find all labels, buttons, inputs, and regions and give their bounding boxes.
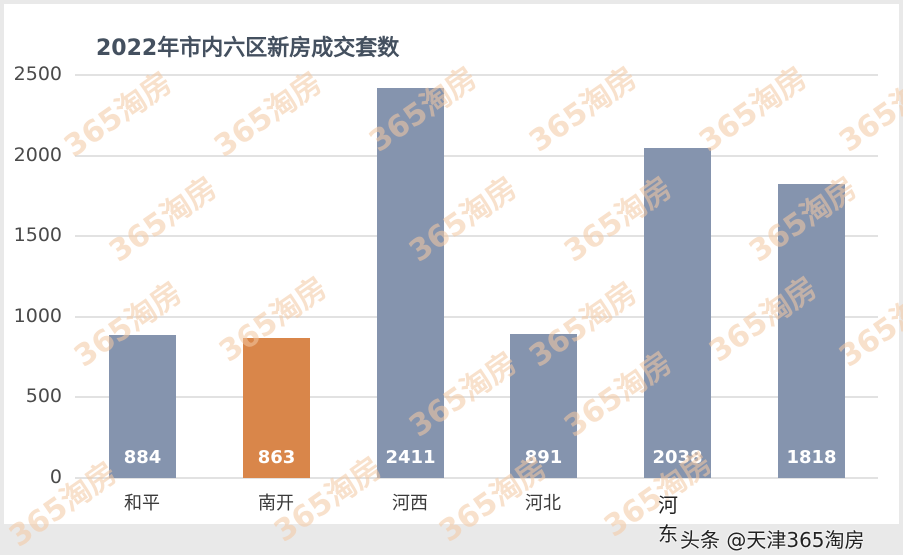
watermark: 365淘房 — [833, 60, 903, 160]
bar-value-label: 1818 — [786, 447, 837, 468]
gridline-2500 — [75, 74, 878, 76]
source-credit: 河东 头条 @天津365淘房 — [658, 489, 865, 553]
xtick-nankai: 南开 — [258, 493, 294, 514]
bar-value-label: 891 — [524, 447, 563, 468]
gridline-2000 — [75, 155, 878, 157]
gridline-500 — [75, 396, 878, 398]
gridline-1500 — [75, 235, 878, 237]
credit-prefix: 河东 — [658, 493, 678, 546]
bar-value-label: 2038 — [652, 447, 703, 468]
xtick-hebei: 河北 — [525, 493, 561, 514]
gridline-0 — [75, 477, 878, 479]
watermark: 365淘房 — [693, 60, 814, 160]
bar-nankai: 863 — [243, 338, 310, 478]
ytick-2500: 2500 — [13, 63, 62, 85]
bar-hongqiao: 1818 — [778, 184, 845, 478]
xtick-hexi: 河西 — [392, 493, 428, 514]
bar-value-label: 2411 — [385, 447, 436, 468]
ytick-1500: 1500 — [13, 224, 62, 246]
ytick-1000: 1000 — [13, 305, 62, 327]
ytick-500: 500 — [25, 385, 62, 407]
watermark: 365淘房 — [103, 170, 224, 270]
bar-value-label: 863 — [257, 447, 296, 468]
bar-hebei: 891 — [510, 334, 577, 478]
chart-title: 2022年市内六区新房成交套数 — [96, 36, 400, 61]
xtick-heping: 和平 — [124, 493, 160, 514]
credit-text: 头条 @天津365淘房 — [680, 528, 865, 552]
bar-hedong: 2038 — [644, 148, 711, 478]
bar-heping: 884 — [109, 335, 176, 478]
watermark: 365淘房 — [523, 60, 644, 160]
ytick-2000: 2000 — [13, 144, 62, 166]
gridline-1000 — [75, 316, 878, 318]
ytick-0: 0 — [49, 466, 62, 488]
bar-chart: 2022年市内六区新房成交套数 2500 2000 1500 1000 500 … — [3, 36, 903, 554]
bar-hexi: 2411 — [377, 88, 444, 478]
bar-value-label: 884 — [123, 447, 162, 468]
